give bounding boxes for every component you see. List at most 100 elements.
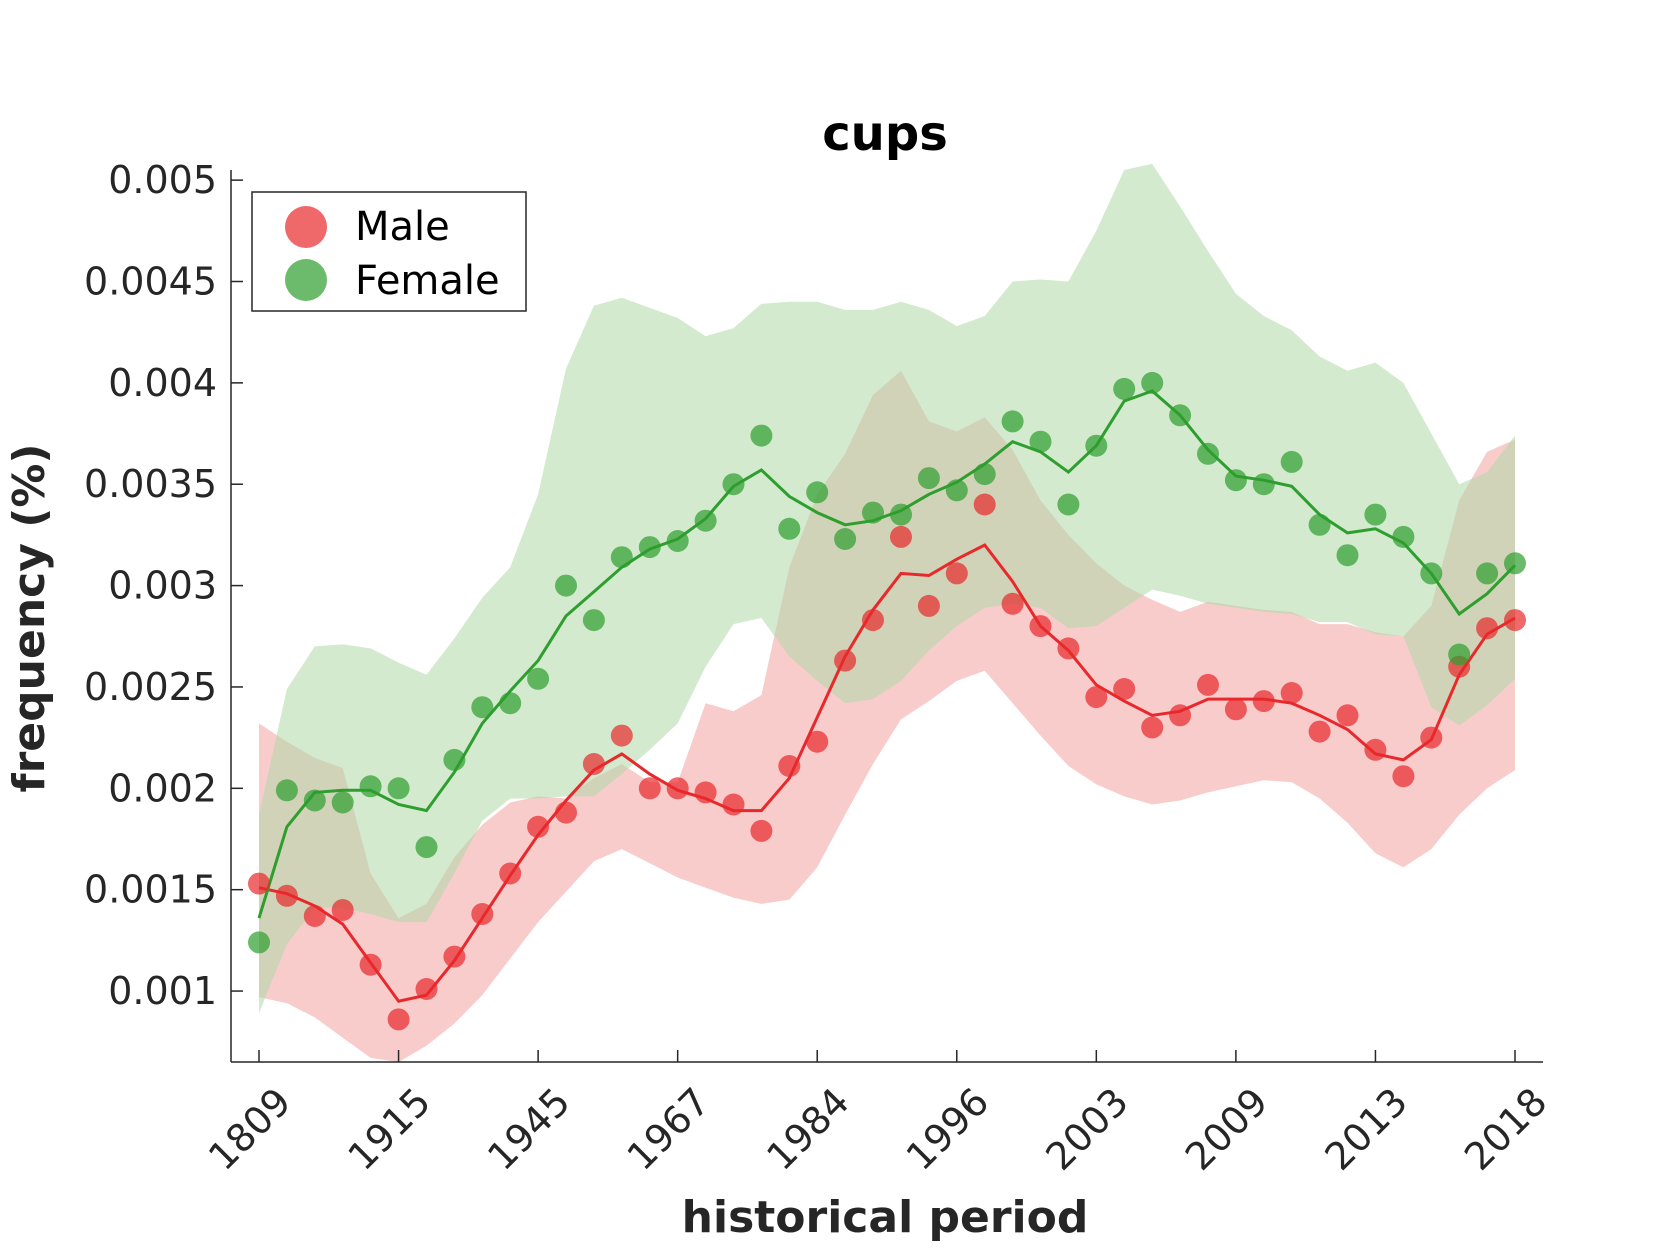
- male-point: [1476, 617, 1499, 640]
- male-point: [1141, 716, 1164, 739]
- y-tick-label: 0.0045: [84, 260, 217, 304]
- female-point: [945, 479, 968, 502]
- female-point: [750, 424, 773, 447]
- female-point: [248, 931, 270, 954]
- female-point: [359, 775, 382, 798]
- male-point: [778, 755, 801, 777]
- data-points: [248, 371, 1526, 1031]
- male-point: [1392, 765, 1415, 788]
- female-point: [527, 667, 550, 690]
- male-point: [387, 1008, 410, 1031]
- y-tick-label: 0.0015: [84, 868, 217, 912]
- y-tick-label: 0.0035: [84, 462, 217, 506]
- legend-label-male: Male: [355, 204, 450, 250]
- x-tick-label: 1984: [758, 1079, 858, 1179]
- male-point: [722, 793, 745, 816]
- female-trend-line: [257, 389, 1517, 919]
- male-point: [1252, 690, 1275, 713]
- male-point: [1420, 726, 1443, 749]
- male-point: [890, 525, 912, 548]
- female-point: [694, 509, 717, 532]
- male-point: [1197, 673, 1219, 696]
- female-point: [834, 528, 857, 550]
- female-point: [499, 692, 522, 715]
- male-point: [359, 953, 382, 976]
- male-point: [1029, 615, 1052, 638]
- female-point: [638, 536, 661, 559]
- female-point: [973, 463, 996, 486]
- male-point: [1336, 704, 1359, 727]
- female-point: [1448, 643, 1471, 666]
- female-point: [303, 789, 326, 812]
- female-point: [1336, 544, 1359, 567]
- female-point: [331, 791, 354, 814]
- chart-title: cups: [822, 106, 948, 162]
- female-band: [259, 163, 1515, 1014]
- male-point: [1364, 738, 1387, 761]
- male-point: [1504, 609, 1526, 632]
- male-point: [1085, 686, 1108, 709]
- female-point: [443, 748, 466, 771]
- female-point: [1029, 430, 1052, 453]
- female-point: [666, 530, 689, 552]
- y-tick-label: 0.002: [108, 766, 217, 810]
- legend: Male Female: [251, 191, 527, 312]
- female-point: [1113, 377, 1136, 400]
- female-point: [890, 503, 912, 526]
- legend-label-female: Female: [355, 258, 500, 304]
- y-axis-label: frequency (%): [4, 443, 55, 792]
- female-point: [1169, 404, 1192, 427]
- female-point: [275, 779, 298, 802]
- male-point: [1113, 678, 1136, 700]
- y-tick-label: 0.001: [108, 969, 217, 1013]
- male-point: [1169, 704, 1192, 727]
- female-point: [582, 609, 605, 632]
- female-point: [1224, 469, 1247, 492]
- male-point: [303, 905, 326, 927]
- x-tick-label: 1996: [898, 1079, 998, 1179]
- female-point: [1057, 493, 1080, 516]
- male-band: [259, 370, 1515, 1062]
- female-point: [1420, 562, 1443, 585]
- male-point: [862, 609, 884, 632]
- female-point: [1001, 410, 1024, 433]
- female-point: [555, 574, 577, 597]
- female-point: [722, 473, 745, 496]
- female-point: [806, 481, 829, 504]
- female-point: [778, 517, 801, 540]
- male-point: [806, 730, 829, 753]
- legend-marker-male: [285, 206, 327, 248]
- female-point: [1085, 434, 1108, 457]
- male-point: [694, 781, 717, 804]
- female-point: [415, 836, 438, 859]
- male-point: [973, 493, 996, 516]
- female-point: [387, 777, 410, 800]
- male-point: [555, 801, 577, 824]
- x-tick-label: 2013: [1316, 1079, 1416, 1179]
- male-point: [666, 777, 689, 800]
- female-point: [1476, 562, 1499, 585]
- male-point: [610, 724, 633, 747]
- male-point: [1280, 682, 1303, 704]
- x-tick-label: 1915: [340, 1079, 440, 1179]
- male-point: [582, 753, 605, 775]
- x-tick-label: 1809: [200, 1079, 300, 1179]
- x-tick-label: 1967: [619, 1079, 719, 1179]
- male-point: [1224, 698, 1247, 721]
- male-point: [1308, 720, 1331, 743]
- male-trend-line: [258, 543, 1516, 1003]
- trend-lines: [257, 389, 1517, 1003]
- male-point: [415, 978, 438, 1000]
- male-point: [638, 777, 661, 800]
- x-axis-label: historical period: [682, 1192, 1089, 1243]
- female-point: [610, 546, 633, 569]
- male-point: [945, 562, 968, 585]
- female-point: [1504, 552, 1526, 575]
- male-point: [527, 815, 550, 838]
- male-point: [248, 872, 270, 895]
- y-tick-label: 0.005: [108, 158, 217, 202]
- male-point: [275, 884, 298, 907]
- male-point: [917, 594, 940, 617]
- male-point: [331, 899, 354, 921]
- female-point: [471, 696, 494, 719]
